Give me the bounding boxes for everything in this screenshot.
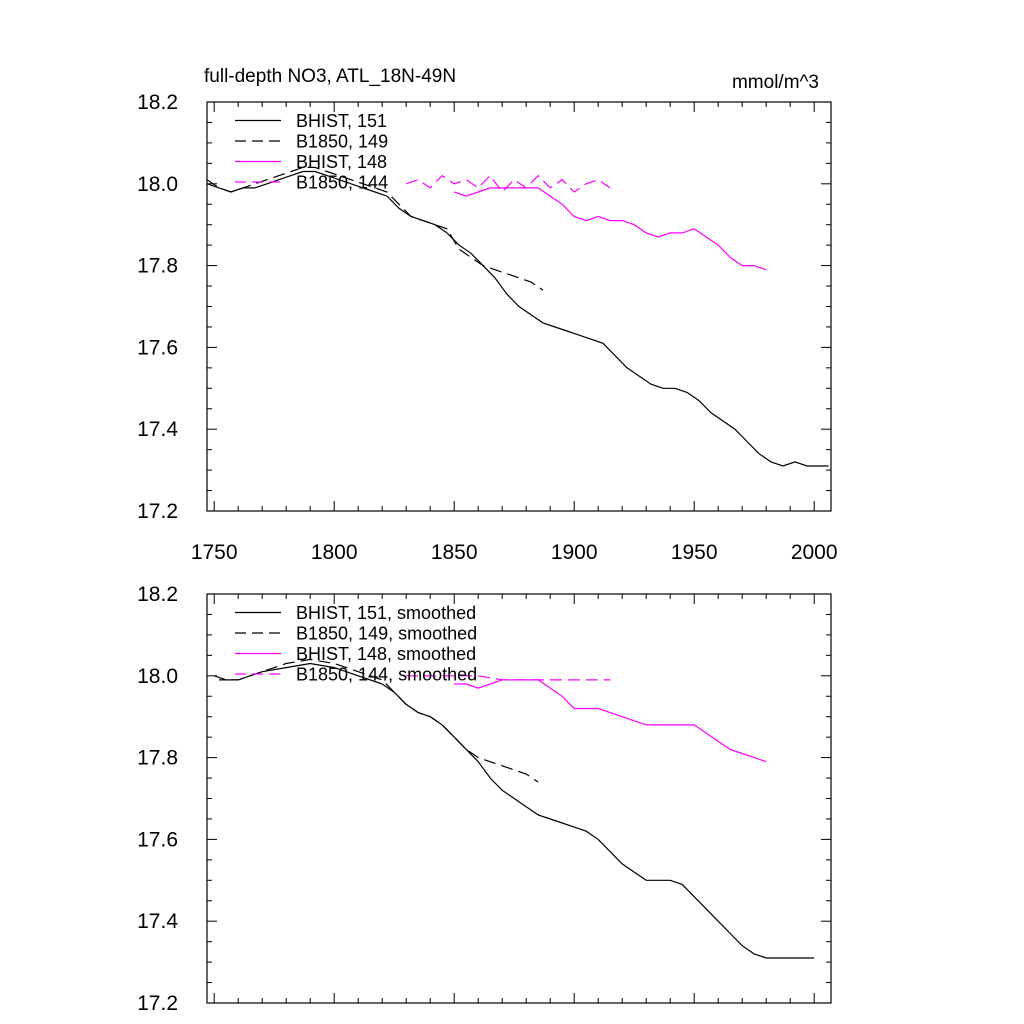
x-tick-label: 1850	[431, 541, 478, 564]
y-tick-label: 18.0	[137, 665, 178, 688]
x-tick-label: 2000	[791, 541, 838, 564]
series-line-3	[454, 679, 767, 763]
series-line-4	[406, 675, 611, 681]
chart-panel-1: 17.2 17.4 17.6 17.8 18.0 18.2 1750 1800 1850 1900…	[137, 66, 837, 564]
x-tick-label: 1900	[551, 541, 598, 564]
legend-label: B1850, 149, smoothed	[296, 624, 477, 644]
series-line-3	[454, 187, 767, 271]
y-tick-label: 17.2	[137, 500, 178, 523]
x-tick-label: 1750	[191, 541, 238, 564]
series-line-4	[406, 174, 611, 193]
series-line-1	[207, 170, 829, 467]
y-tick-label: 18.2	[137, 91, 178, 114]
series-line-2	[207, 166, 544, 291]
legend-label: BHIST, 148	[296, 152, 387, 172]
x-tick-label: 1950	[671, 541, 718, 564]
y-tick-label: 17.2	[137, 992, 178, 1015]
y-tick-label: 17.6	[137, 336, 178, 359]
legend-label: BHIST, 148, smoothed	[296, 644, 476, 664]
y-tick-label: 17.8	[137, 747, 178, 770]
chart-title: full-depth NO3, ATL_18N-49N	[204, 66, 456, 87]
y-tick-label: 18.2	[137, 583, 178, 606]
legend-label: BHIST, 151	[296, 111, 387, 131]
series-line-2	[214, 658, 539, 783]
x-tick-label: 1800	[311, 541, 358, 564]
chart-panel-2: 17.2 17.4 17.6 17.8 18.0 18.2 BHIST, 151, smoo…	[137, 583, 832, 1015]
y-tick-label: 17.8	[137, 255, 178, 278]
y-tick-label: 17.4	[137, 910, 178, 933]
series-line-1	[219, 662, 815, 959]
y-tick-label: 18.0	[137, 173, 178, 196]
legend-label: B1850, 144, smoothed	[296, 665, 477, 685]
legend-label: B1850, 149	[296, 132, 388, 152]
y-tick-label: 17.4	[137, 418, 178, 441]
units-label: mmol/m^3	[732, 72, 819, 93]
legend-label: BHIST, 151, smoothed	[296, 603, 476, 623]
legend-label: B1850, 144	[296, 173, 388, 193]
y-tick-label: 17.6	[137, 828, 178, 851]
